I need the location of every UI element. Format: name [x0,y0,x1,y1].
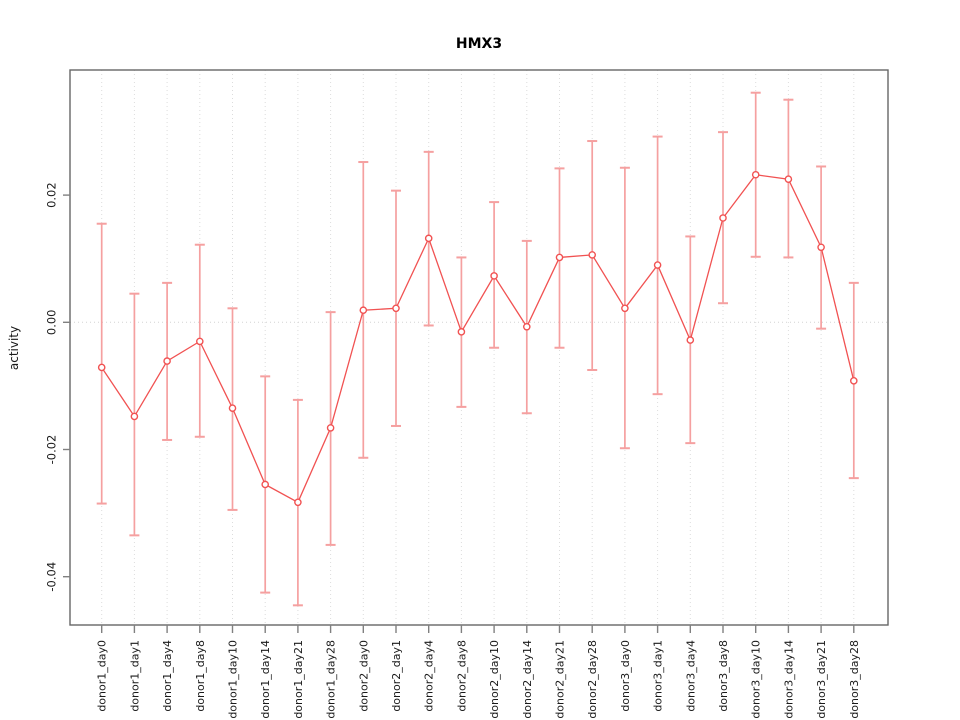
x-tick-label: donor1_day10 [227,640,240,719]
data-point [195,337,204,346]
series-line [101,174,855,504]
data-point [163,357,171,365]
x-tick-label: donor1_day21 [292,640,305,719]
x-tick-label: donor1_day1 [128,640,141,712]
data-point [490,272,498,280]
x-tick-label: donor3_day14 [782,640,795,719]
data-point [294,498,302,507]
x-tick-label: donor2_day10 [488,640,501,719]
data-point [817,243,825,252]
data-point [392,304,400,313]
x-tick-label: donor2_day1 [390,640,403,712]
plot-box [69,69,889,626]
x-tick-label: donor2_day14 [521,640,534,719]
data-point [326,424,335,432]
x-tick-label: donor2_day0 [357,640,370,712]
data-point [555,253,564,262]
data-point [850,377,858,385]
y-tick-label: -0.04 [45,562,59,592]
data-point [784,175,793,183]
x-tick-label: donor3_day1 [652,640,665,712]
data-point [457,328,466,336]
x-tick-label: donor1_day8 [194,640,207,712]
x-tick-label: donor3_day10 [750,640,763,719]
y-tick-label: 0.00 [45,309,59,335]
x-tick-label: donor1_day0 [96,640,109,712]
x-tick-label: donor1_day4 [161,640,174,712]
x-tick-label: donor1_day14 [259,640,272,719]
data-point [653,261,662,269]
data-point [228,404,237,412]
x-tick-label: donor3_day21 [815,640,828,719]
data-point [751,170,760,179]
data-point [97,363,106,372]
x-tick-label: donor3_day28 [848,640,861,719]
x-tick-label: donor2_day4 [423,640,436,712]
data-point [359,306,368,315]
chart-title: HMX3 [455,36,503,52]
x-tick-label: donor3_day8 [717,640,730,712]
x-tick-label: donor1_day28 [325,640,338,719]
y-tick-label: -0.02 [45,435,59,465]
data-point [523,322,531,331]
x-tick-label: donor3_day4 [684,640,697,712]
data-point [621,304,629,313]
data-point [588,251,597,259]
error-bar [96,222,107,505]
x-tick-label: donor2_day21 [554,640,567,719]
x-tick-label: donor3_day0 [619,640,632,712]
data-point [686,336,695,344]
x-tick-label: donor2_day28 [586,640,599,719]
y-tick-label: 0.02 [45,182,59,208]
x-tick-label: donor2_day8 [455,640,468,712]
data-point [719,214,727,222]
data-point [424,234,433,243]
data-point [130,412,139,421]
data-point [261,480,270,489]
